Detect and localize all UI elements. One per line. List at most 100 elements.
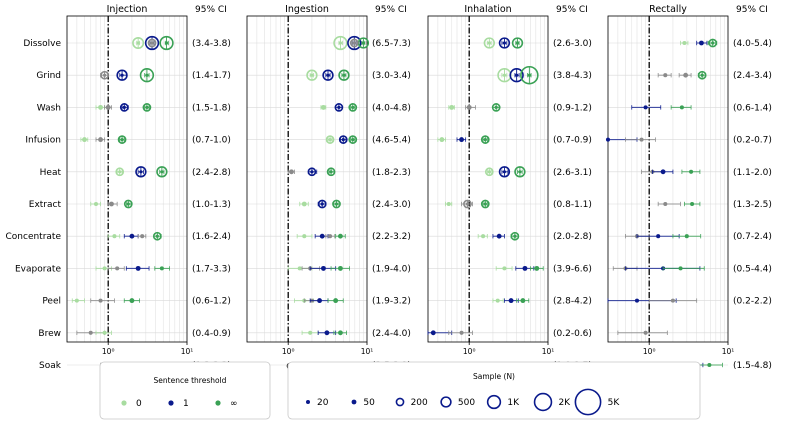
data-point xyxy=(445,201,453,207)
marker-dot xyxy=(324,330,330,336)
legend-threshold-label: ∞ xyxy=(230,399,238,409)
marker-dot xyxy=(74,298,79,303)
marker-dot xyxy=(707,362,712,368)
category-label: Peel xyxy=(42,297,61,307)
data-point xyxy=(135,166,147,178)
data-point xyxy=(338,69,350,81)
ci-value: (0.2-0.6) xyxy=(553,329,592,339)
ci-value: (1.0-1.3) xyxy=(192,200,231,210)
panel-frame xyxy=(66,15,188,343)
ci-value: (1.7-3.3) xyxy=(192,264,231,274)
marker-dot xyxy=(690,201,695,207)
marker-dot xyxy=(459,137,464,143)
ci-value: (0.2-0.7) xyxy=(733,136,772,146)
legend-threshold-title: Sentence threshold xyxy=(154,376,227,385)
ci-value: (2.6-3.0) xyxy=(553,39,592,49)
legend-threshold-marker xyxy=(168,400,174,406)
data-point xyxy=(95,137,106,143)
panel-frame xyxy=(246,15,368,343)
data-point xyxy=(287,169,295,175)
data-point xyxy=(510,231,520,241)
marker-dot xyxy=(643,330,648,335)
data-point xyxy=(477,234,488,239)
data-point xyxy=(330,265,350,271)
marker-dot xyxy=(481,234,486,239)
ci-value: (3.0-3.4) xyxy=(372,71,411,81)
data-point xyxy=(448,330,473,335)
data-point xyxy=(119,103,129,112)
legend-threshold-marker xyxy=(215,400,221,406)
panel-frame xyxy=(607,15,729,343)
data-point xyxy=(117,135,127,144)
legend-sample-label: 50 xyxy=(363,398,375,408)
legend-sample-marker xyxy=(574,388,602,416)
data-point xyxy=(530,265,544,271)
marker-dot xyxy=(679,105,684,110)
data-point xyxy=(697,70,707,80)
marker-dot xyxy=(508,298,514,304)
category-label: Infusion xyxy=(25,136,61,146)
data-point xyxy=(326,167,336,177)
data-point xyxy=(461,199,473,209)
data-point xyxy=(662,266,705,271)
ci-value: (0.6-1.4) xyxy=(733,103,772,113)
data-point xyxy=(514,166,526,178)
marker-dot xyxy=(328,234,333,239)
data-point xyxy=(648,298,698,303)
legend-sample-label: 1K xyxy=(507,398,520,408)
data-point xyxy=(152,231,162,241)
ci-value: (0.2-2.2) xyxy=(733,297,772,307)
data-point xyxy=(80,137,89,143)
data-point xyxy=(503,298,519,304)
marker-dot xyxy=(678,266,683,271)
data-point xyxy=(334,103,344,112)
data-point xyxy=(437,137,446,143)
data-point xyxy=(652,169,674,175)
marker-dot xyxy=(605,137,611,142)
panel-title: Ingestion xyxy=(285,4,329,15)
ci-header: 95% CI xyxy=(195,5,227,15)
data-point xyxy=(299,201,309,207)
ci-value: (3.8-4.3) xyxy=(553,71,592,81)
legend-sample-marker xyxy=(486,394,502,410)
data-point xyxy=(317,330,337,336)
marker-dot xyxy=(502,266,507,271)
data-point xyxy=(90,298,115,303)
ci-value: (0.7-2.4) xyxy=(733,232,772,242)
data-point xyxy=(678,72,692,78)
legend-sample-label: 200 xyxy=(411,398,428,408)
ci-value: (0.9-1.2) xyxy=(553,103,592,113)
marker-dot xyxy=(439,137,445,143)
data-point xyxy=(657,73,672,78)
category-label: Wash xyxy=(37,103,61,113)
data-point xyxy=(484,167,494,177)
data-point xyxy=(154,266,170,271)
legend-threshold-box xyxy=(99,361,271,420)
marker-dot xyxy=(459,330,464,335)
data-point xyxy=(672,234,702,239)
data-point xyxy=(306,69,318,81)
x-tick-label: 10⁰ xyxy=(102,347,115,356)
ci-value: (0.4-0.9) xyxy=(192,329,231,339)
marker-dot xyxy=(98,298,103,303)
data-point xyxy=(680,40,689,46)
data-point xyxy=(332,199,341,209)
data-point xyxy=(325,135,335,144)
data-point xyxy=(511,37,524,49)
x-tick-label: 10¹ xyxy=(542,347,555,356)
data-point xyxy=(317,199,327,209)
data-point xyxy=(95,104,106,110)
ci-value: (0.7-1.0) xyxy=(192,136,231,146)
ci-value: (1.6-2.4) xyxy=(192,232,231,242)
marker-dot xyxy=(466,104,472,110)
data-point xyxy=(123,233,139,239)
ci-value: (1.8-2.3) xyxy=(372,168,411,178)
ci-value: (1.3-2.5) xyxy=(733,200,772,210)
panel-frame xyxy=(427,15,549,343)
marker-dot xyxy=(446,201,451,207)
legend-sample-box xyxy=(287,361,701,420)
data-point xyxy=(483,37,495,49)
category-label: Extract xyxy=(29,200,62,210)
data-point xyxy=(456,137,467,143)
marker-dot xyxy=(337,233,343,239)
